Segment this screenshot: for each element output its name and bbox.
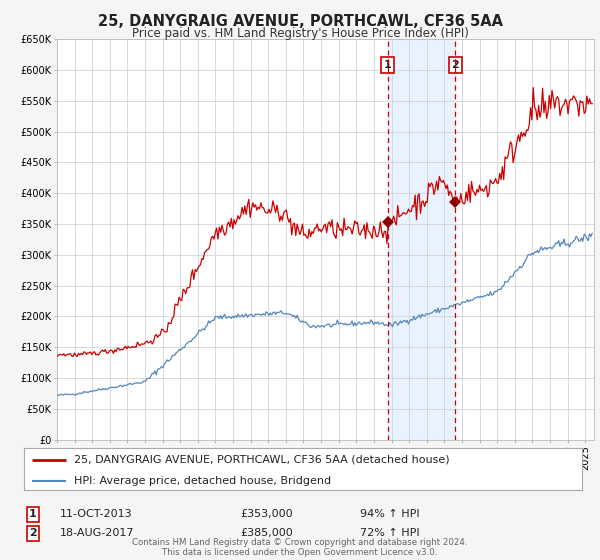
Text: 1: 1 xyxy=(384,60,392,70)
Text: HPI: Average price, detached house, Bridgend: HPI: Average price, detached house, Brid… xyxy=(74,476,331,486)
Text: 11-OCT-2013: 11-OCT-2013 xyxy=(60,509,133,519)
Text: 2: 2 xyxy=(29,528,37,538)
Text: £353,000: £353,000 xyxy=(240,509,293,519)
Text: 25, DANYGRAIG AVENUE, PORTHCAWL, CF36 5AA (detached house): 25, DANYGRAIG AVENUE, PORTHCAWL, CF36 5A… xyxy=(74,455,450,465)
Text: 18-AUG-2017: 18-AUG-2017 xyxy=(60,528,134,538)
Text: 25, DANYGRAIG AVENUE, PORTHCAWL, CF36 5AA: 25, DANYGRAIG AVENUE, PORTHCAWL, CF36 5A… xyxy=(97,14,503,29)
Text: £385,000: £385,000 xyxy=(240,528,293,538)
Text: 94% ↑ HPI: 94% ↑ HPI xyxy=(360,509,419,519)
Text: Contains HM Land Registry data © Crown copyright and database right 2024.
This d: Contains HM Land Registry data © Crown c… xyxy=(132,538,468,557)
Text: Price paid vs. HM Land Registry's House Price Index (HPI): Price paid vs. HM Land Registry's House … xyxy=(131,27,469,40)
Bar xyxy=(388,39,455,440)
Text: 1: 1 xyxy=(29,509,37,519)
Text: 72% ↑ HPI: 72% ↑ HPI xyxy=(360,528,419,538)
Text: 2: 2 xyxy=(452,60,460,70)
